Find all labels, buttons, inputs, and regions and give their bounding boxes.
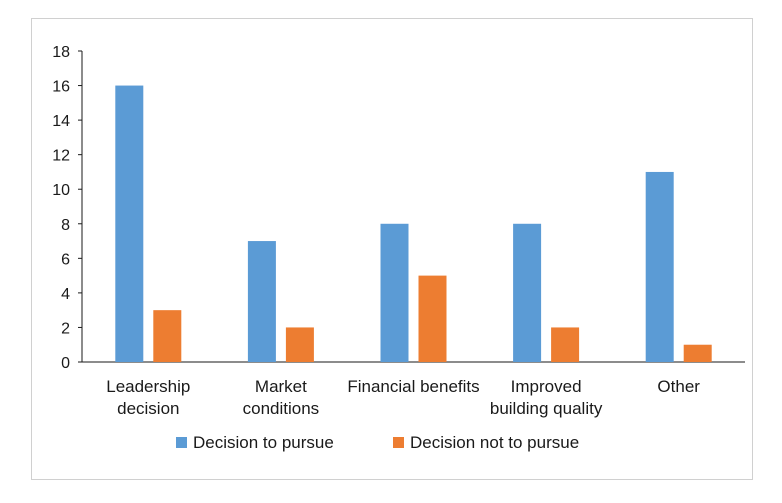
legend-label: Decision to pursue: [193, 433, 334, 452]
x-category-label: Improved building quality: [490, 377, 603, 418]
y-tick-label: 12: [52, 148, 70, 165]
bar-pursue: [115, 85, 144, 363]
x-category-label: Other: [657, 377, 700, 396]
bar-pursue: [645, 171, 674, 362]
x-category-label: Leadership decision: [106, 377, 190, 418]
x-category-label: Market conditions: [243, 377, 320, 418]
legend-swatch: [393, 437, 404, 448]
bar-not-pursue: [285, 327, 314, 362]
y-tick-label: 4: [61, 286, 70, 303]
bar-not-pursue: [418, 275, 447, 362]
y-axis-ticks: [78, 50, 82, 363]
y-tick-label: 0: [61, 355, 70, 372]
y-tick-label: 10: [52, 182, 70, 199]
bar-pursue: [380, 223, 409, 362]
x-category-label: Financial benefits: [347, 377, 479, 396]
y-tick-label: 6: [61, 251, 70, 268]
legend-label: Decision not to pursue: [410, 433, 579, 452]
y-axis-tick-labels: 0 2 4 6 8 10 12 14 16 18: [52, 44, 70, 372]
y-tick-label: 16: [52, 79, 70, 96]
y-tick-label: 14: [52, 113, 70, 130]
bar-not-pursue: [153, 310, 182, 362]
bar-pursue: [513, 223, 542, 362]
legend: Decision to pursue Decision not to pursue: [176, 433, 579, 452]
y-tick-label: 8: [61, 217, 70, 234]
bar-not-pursue: [683, 344, 712, 362]
bar-not-pursue: [551, 327, 580, 362]
y-tick-label: 2: [61, 320, 70, 337]
x-axis-category-labels: Leadership decision Market conditions Financ…: [106, 377, 700, 418]
bar-pursue: [247, 241, 276, 362]
legend-swatch: [176, 437, 187, 448]
bars: [115, 85, 712, 363]
y-tick-label: 18: [52, 44, 70, 61]
